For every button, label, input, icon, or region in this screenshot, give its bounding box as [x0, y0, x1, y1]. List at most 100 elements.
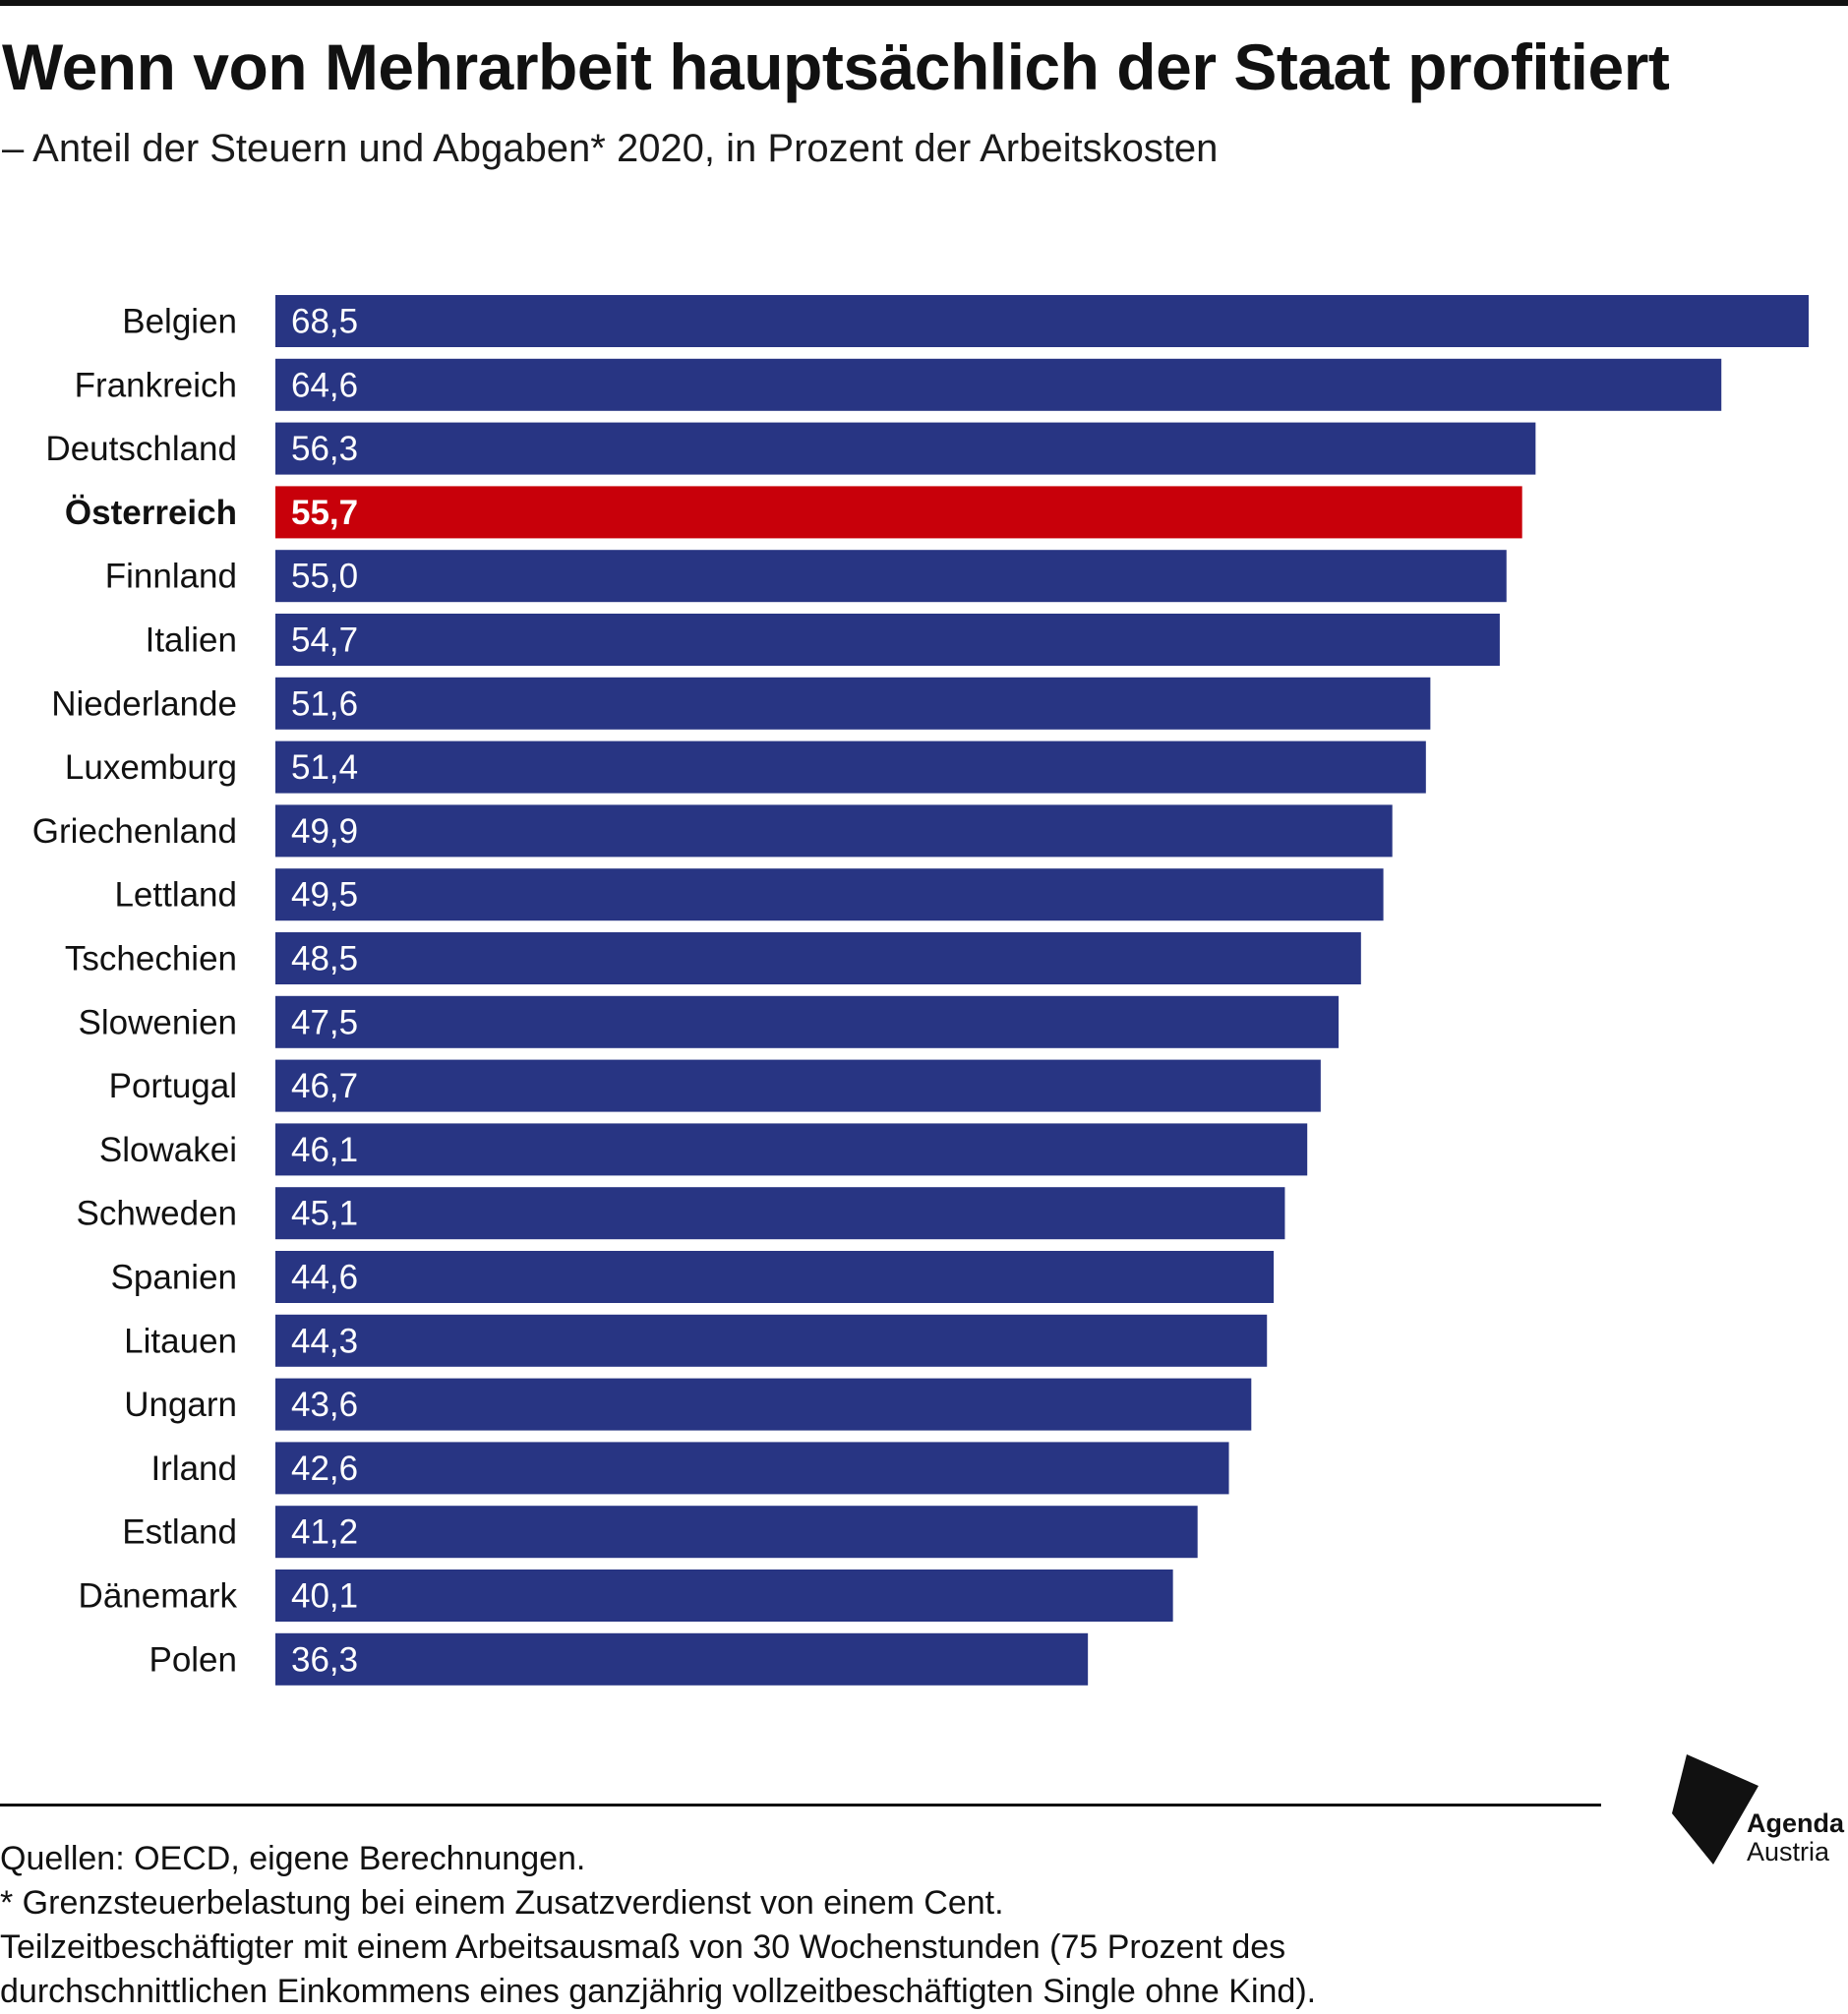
category-label: Niederlande [51, 684, 237, 723]
category-label: Slowakei [99, 1131, 237, 1169]
category-label: Belgien [122, 303, 237, 341]
logo-text: Agenda Austria [1747, 1809, 1844, 1866]
bar-row: Österreich 55,7 [65, 486, 1522, 539]
footnote-1: * Grenzsteuerbelastung bei einem Zusatzv… [0, 1884, 1004, 1922]
bar [275, 1570, 1173, 1622]
value-label: 56,3 [291, 430, 358, 468]
value-label: 36,3 [291, 1640, 358, 1679]
value-label: 68,5 [291, 303, 358, 341]
value-label: 49,9 [291, 812, 358, 851]
bar-row: Schweden 45,1 [77, 1187, 1285, 1240]
value-label: 41,2 [291, 1513, 358, 1552]
bar-row: Finnland 55,0 [105, 550, 1507, 603]
bar-row: Lettland 49,5 [114, 868, 1384, 921]
bar [275, 422, 1536, 475]
category-label: Polen [149, 1640, 237, 1679]
logo-line-1: Agenda [1747, 1808, 1845, 1838]
bar-row: Belgien 68,5 [122, 295, 1809, 347]
bar-row: Litauen 44,3 [124, 1314, 1268, 1367]
bar-row: Slowakei 46,1 [99, 1123, 1308, 1176]
value-label: 47,5 [291, 1003, 358, 1041]
category-label: Dänemark [79, 1577, 238, 1616]
bar [275, 1123, 1308, 1176]
value-label: 49,5 [291, 876, 358, 915]
category-label: Finnland [105, 558, 237, 596]
value-label: 64,6 [291, 366, 358, 404]
category-label: Litauen [124, 1322, 237, 1360]
bar [275, 1187, 1285, 1240]
bar [275, 1378, 1252, 1431]
footnote-2: Teilzeitbeschäftigter mit einem Arbeitsa… [0, 1928, 1286, 1966]
bar [275, 740, 1426, 794]
bar [275, 1632, 1089, 1686]
bar [275, 1251, 1275, 1303]
bar [275, 1314, 1268, 1367]
value-label: 44,3 [291, 1322, 358, 1360]
bar-row: Irland 42,6 [150, 1442, 1229, 1495]
bar [275, 550, 1507, 603]
category-label: Ungarn [124, 1386, 237, 1424]
value-label: 55,0 [291, 558, 358, 596]
bar-row: Tschechien 48,5 [65, 932, 1361, 984]
logo-line-2: Austria [1747, 1837, 1830, 1866]
value-label: 54,7 [291, 622, 358, 660]
bar [275, 932, 1361, 984]
value-label: 43,6 [291, 1386, 358, 1424]
bar [275, 995, 1340, 1048]
bar-row: Portugal 46,7 [109, 1059, 1321, 1112]
bar-row: Luxemburg 51,4 [65, 740, 1426, 794]
bar [275, 358, 1722, 411]
category-label: Deutschland [45, 430, 237, 468]
bar-row: Frankreich 64,6 [75, 358, 1722, 411]
agenda-austria-logo: Agenda Austria [1672, 1754, 1848, 1872]
category-label: Österreich [65, 494, 237, 532]
sources-note: Quellen: OECD, eigene Berechnungen. [0, 1840, 586, 1877]
logo-mark-icon [1672, 1754, 1759, 1865]
bar-highlight [275, 486, 1522, 539]
category-label: Italien [146, 622, 237, 660]
top-rule [0, 0, 1848, 6]
category-label: Portugal [109, 1067, 237, 1105]
bar-row: Polen 36,3 [149, 1632, 1089, 1686]
bar [275, 1506, 1198, 1559]
bar-chart: Belgien 68,5 Frankreich 64,6 Deutschland 56,3… [32, 295, 1809, 1686]
footnote-3: durchschnittlichen Einkommens eines ganz… [0, 1973, 1317, 2010]
value-label: 55,7 [291, 494, 358, 532]
bar [275, 1442, 1229, 1495]
bar-row: Slowenien 47,5 [79, 995, 1340, 1048]
category-label: Tschechien [65, 940, 237, 978]
value-label: 46,7 [291, 1067, 358, 1105]
value-label: 46,1 [291, 1131, 358, 1169]
chart-subtitle: – Anteil der Steuern und Abgaben* 2020, … [2, 127, 1219, 170]
value-label: 44,6 [291, 1259, 358, 1297]
category-label: Griechenland [32, 812, 237, 851]
category-label: Estland [122, 1513, 237, 1552]
bar [275, 804, 1393, 858]
category-label: Spanien [111, 1259, 237, 1297]
bar [275, 677, 1431, 730]
category-label: Irland [150, 1450, 237, 1488]
bar-row: Italien 54,7 [146, 614, 1500, 666]
bar-row: Ungarn 43,6 [124, 1378, 1252, 1431]
bar [275, 868, 1384, 921]
value-label: 48,5 [291, 940, 358, 978]
bar-row: Griechenland 49,9 [32, 804, 1393, 858]
bar-row: Spanien 44,6 [111, 1251, 1275, 1303]
bar-row: Niederlande 51,6 [51, 677, 1431, 730]
bar-row: Estland 41,2 [122, 1506, 1198, 1559]
value-label: 40,1 [291, 1577, 358, 1616]
bottom-rule [0, 1804, 1601, 1807]
value-label: 51,4 [291, 748, 358, 787]
value-label: 42,6 [291, 1450, 358, 1488]
category-label: Schweden [77, 1195, 237, 1233]
bar-row: Deutschland 56,3 [45, 422, 1536, 475]
footnotes: Quellen: OECD, eigene Berechnungen. * Gr… [0, 1837, 1613, 2014]
bar [275, 614, 1500, 666]
bar [275, 1059, 1321, 1112]
bar-row: Dänemark 40,1 [79, 1570, 1173, 1622]
value-label: 45,1 [291, 1195, 358, 1233]
category-label: Lettland [114, 876, 237, 915]
value-label: 51,6 [291, 684, 358, 723]
category-label: Slowenien [79, 1003, 238, 1041]
category-label: Luxemburg [65, 748, 237, 787]
